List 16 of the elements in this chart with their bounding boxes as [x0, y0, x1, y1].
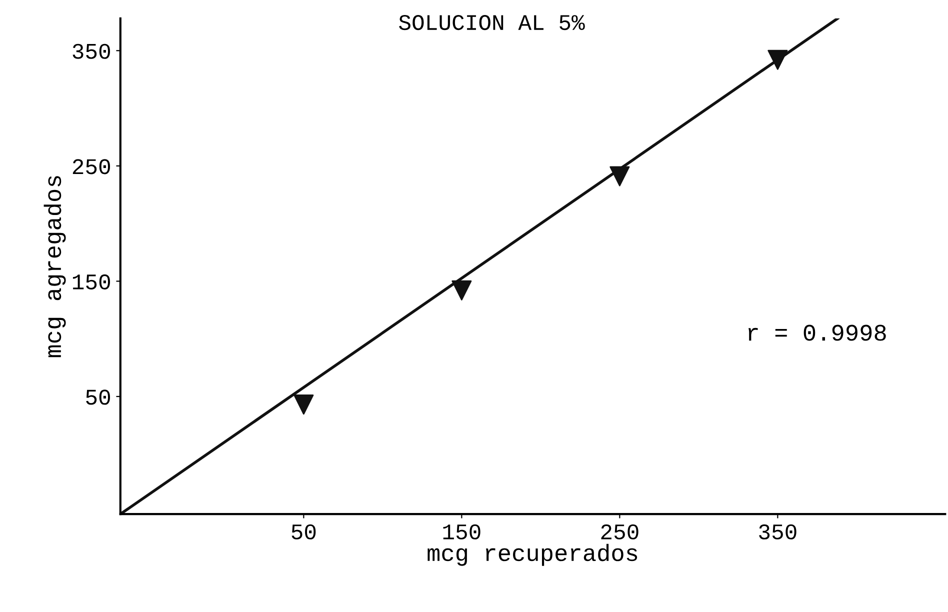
annotation: r = 0.9998 [748, 324, 886, 341]
y-tick-label: 250 [72, 159, 110, 174]
point [294, 394, 314, 415]
x-axis-title: mcg recuperados [428, 544, 638, 566]
chart-title: SOLUCION AL 5% [399, 14, 585, 30]
y-tick-label: 150 [72, 274, 110, 290]
point [768, 50, 788, 70]
y-axis-title: mcg agregados [44, 176, 66, 358]
point [452, 280, 472, 300]
point [610, 166, 630, 186]
y-tick-label: 50 [86, 390, 110, 405]
x-tick-label: 150 [443, 524, 480, 540]
x-tick-label: 350 [759, 524, 796, 540]
x-tick-label: 250 [601, 524, 638, 540]
y-tick-label: 350 [72, 44, 110, 59]
x-tick-label: 50 [292, 524, 316, 540]
